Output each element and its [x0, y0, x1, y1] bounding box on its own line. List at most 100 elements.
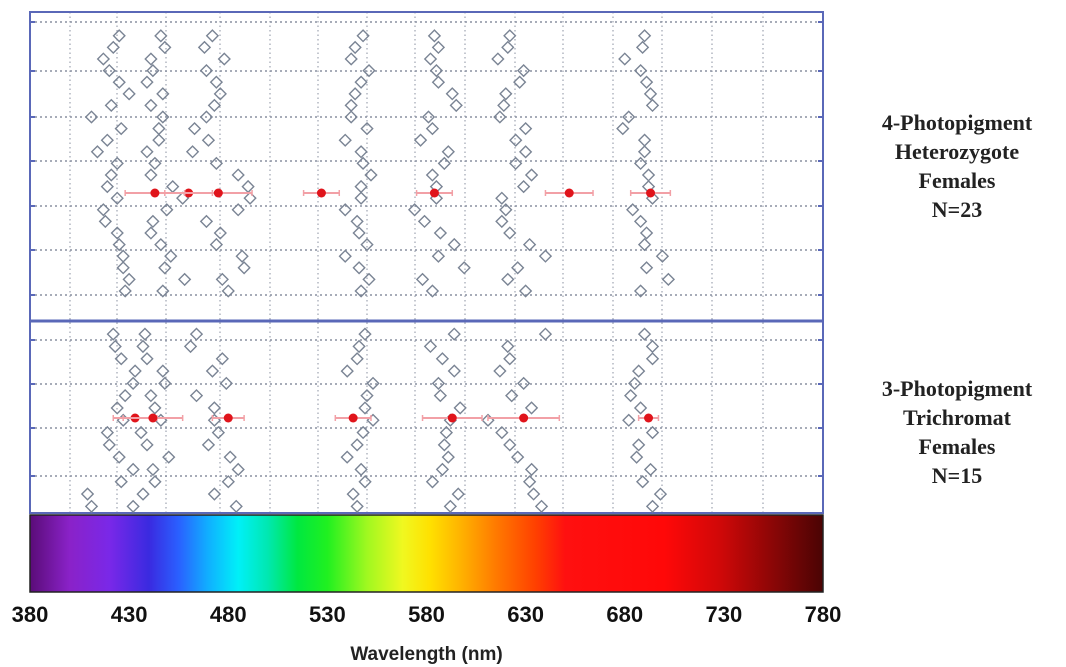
- mean-point: [447, 413, 457, 423]
- subject-marker: [417, 214, 432, 229]
- subject-marker: [201, 438, 216, 452]
- subject-marker: [348, 87, 362, 101]
- subject-marker: [643, 462, 658, 477]
- subject-marker: [156, 364, 170, 378]
- subject-marker: [431, 40, 446, 55]
- subject-marker: [96, 203, 111, 217]
- subject-marker: [100, 133, 114, 147]
- subject-marker: [645, 352, 660, 366]
- subject-marker: [112, 450, 126, 464]
- subject-marker: [513, 75, 527, 89]
- subject-marker: [451, 487, 465, 501]
- subject-marker: [122, 272, 136, 287]
- subject-marker: [207, 98, 222, 113]
- plot-border: [29, 11, 824, 514]
- subject-marker: [423, 339, 438, 354]
- subject-marker: [431, 249, 446, 263]
- subject-marker: [158, 40, 172, 55]
- mean-point: [316, 188, 326, 198]
- subject-marker: [632, 438, 646, 452]
- subject-marker: [154, 237, 168, 252]
- subject-marker: [518, 145, 533, 159]
- subject-marker: [237, 261, 251, 275]
- subject-marker: [497, 98, 511, 113]
- subject-marker: [526, 487, 541, 501]
- subject-marker: [501, 272, 515, 287]
- group-label-line: 4-Photopigment: [882, 110, 1033, 135]
- subject-marker: [495, 425, 509, 440]
- mean-point: [213, 188, 223, 198]
- subject-marker: [639, 226, 654, 240]
- subject-marker: [645, 499, 660, 514]
- subject-marker: [431, 75, 446, 89]
- subject-marker: [425, 168, 440, 182]
- subject-marker: [453, 401, 467, 415]
- subject-marker: [437, 156, 451, 171]
- subject-marker: [493, 110, 507, 124]
- subject-marker: [116, 261, 130, 275]
- subject-marker: [199, 214, 214, 229]
- x-tick-label: 630: [507, 602, 544, 627]
- mean-point: [223, 413, 233, 423]
- subject-marker: [110, 156, 124, 171]
- subject-marker: [645, 339, 660, 354]
- subject-marker: [356, 29, 370, 43]
- subject-marker: [421, 110, 436, 124]
- subject-marker: [360, 121, 374, 136]
- subject-marker: [643, 87, 658, 101]
- subject-marker: [457, 261, 471, 275]
- subject-marker: [633, 156, 648, 171]
- subject-marker: [354, 75, 368, 89]
- subject-marker: [413, 133, 428, 147]
- subject-marker: [96, 52, 111, 66]
- subject-marker: [415, 272, 430, 287]
- subject-marker: [148, 156, 162, 171]
- subject-marker: [140, 145, 154, 159]
- subject-marker: [229, 499, 243, 513]
- subject-marker: [637, 145, 652, 159]
- group-label-line: N=23: [932, 197, 982, 222]
- subject-marker: [197, 40, 212, 55]
- subject-marker: [516, 63, 531, 78]
- subject-marker: [207, 401, 221, 415]
- subject-marker: [350, 352, 364, 366]
- subject-marker: [503, 438, 517, 452]
- subject-marker: [205, 29, 220, 43]
- subject-marker: [624, 388, 638, 403]
- subject-marker: [209, 156, 224, 171]
- spectrum-bar: [29, 514, 824, 593]
- subject-marker: [144, 52, 158, 66]
- group-labels: 4-Photopigment Heterozygote Females N=23 3-P…: [882, 110, 1033, 488]
- subject-marker: [209, 237, 224, 252]
- subject-marker: [344, 98, 358, 113]
- subject-marker: [437, 438, 452, 452]
- grid-lines: [30, 12, 823, 513]
- subject-marker: [622, 413, 636, 427]
- subject-marker: [243, 191, 257, 205]
- subject-marker: [626, 203, 640, 217]
- subject-marker: [112, 237, 126, 252]
- subject-marker: [516, 179, 531, 194]
- subject-marker: [522, 475, 537, 489]
- subject-marker: [407, 203, 422, 217]
- subject-marker: [148, 401, 162, 415]
- subject-marker: [447, 237, 461, 252]
- subject-marker: [509, 133, 523, 147]
- subject-marker: [340, 450, 354, 464]
- subject-marker: [166, 179, 180, 194]
- subject-marker: [160, 203, 174, 217]
- subject-marker: [126, 499, 140, 514]
- subject-marker: [338, 133, 352, 147]
- subject-marker: [503, 352, 517, 366]
- subject-marker: [501, 40, 515, 55]
- plot-frame: [29, 11, 824, 514]
- subject-marker: [517, 376, 531, 391]
- subject-marker: [618, 52, 632, 66]
- subject-marker: [511, 450, 525, 464]
- subject-marker: [350, 438, 364, 452]
- subject-marker: [366, 413, 380, 427]
- subject-marker: [241, 179, 255, 194]
- x-tick-label: 580: [408, 602, 445, 627]
- mean-point: [564, 188, 574, 198]
